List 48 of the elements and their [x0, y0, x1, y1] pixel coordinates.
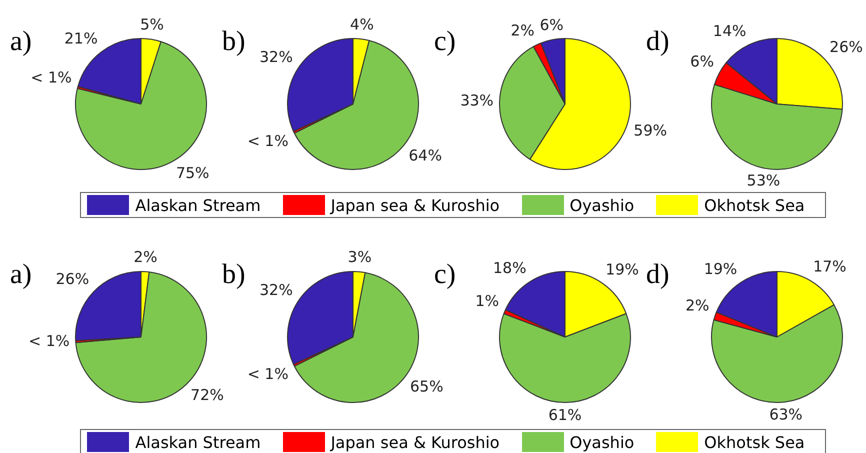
chart-title: b) [222, 259, 246, 291]
data-label: 61% [548, 406, 582, 424]
chart-title: b) [222, 26, 246, 58]
data-label: 6% [540, 16, 564, 34]
chart-title: a) [10, 26, 32, 58]
data-label: 33% [460, 92, 494, 110]
data-label: 26% [56, 270, 90, 288]
chart-title: d) [646, 259, 670, 291]
data-label: 72% [190, 386, 224, 404]
legend-label: Oyashio [570, 432, 634, 452]
data-label: 3% [348, 248, 372, 266]
legend-label: Alaskan Stream [135, 432, 261, 452]
data-label: 19% [606, 260, 639, 278]
chart-title: d) [646, 26, 670, 58]
data-label: 2% [134, 248, 158, 266]
data-label: < 1% [247, 365, 288, 384]
data-label: 1% [475, 292, 500, 310]
data-label: 32% [259, 48, 293, 66]
legend-label: Japan sea & Kuroshio [330, 196, 500, 214]
data-label: 17% [813, 258, 846, 276]
chart-title: c) [434, 259, 456, 291]
data-label: 5% [140, 16, 164, 34]
legend-label: Alaskan Stream [135, 196, 261, 214]
data-label: 14% [712, 22, 746, 40]
data-label: 2% [510, 22, 535, 40]
data-label: 6% [690, 52, 714, 71]
data-label: 2% [685, 296, 710, 314]
chart-title: a) [10, 259, 32, 291]
legend-label: Okhotsk Sea [704, 196, 805, 214]
data-label: 32% [259, 280, 293, 299]
data-label: 18% [493, 259, 526, 278]
data-label: 21% [64, 29, 98, 48]
data-label: 64% [408, 146, 442, 164]
data-label: 19% [704, 260, 738, 278]
data-label: 53% [746, 172, 780, 190]
data-label: < 1% [28, 332, 70, 350]
data-label: < 1% [30, 68, 72, 86]
legend-label: Japan sea & Kuroshio [330, 432, 500, 452]
data-label: < 1% [247, 132, 288, 150]
chart-title: c) [434, 26, 456, 58]
data-label: 4% [350, 15, 374, 34]
data-label: 26% [830, 38, 863, 56]
data-label: 75% [176, 164, 210, 182]
legend-label: Okhotsk Sea [704, 432, 805, 452]
data-label: 65% [410, 378, 444, 396]
data-label: 59% [634, 121, 668, 140]
legend-label: Oyashio [570, 196, 634, 214]
data-label: 63% [769, 405, 803, 424]
